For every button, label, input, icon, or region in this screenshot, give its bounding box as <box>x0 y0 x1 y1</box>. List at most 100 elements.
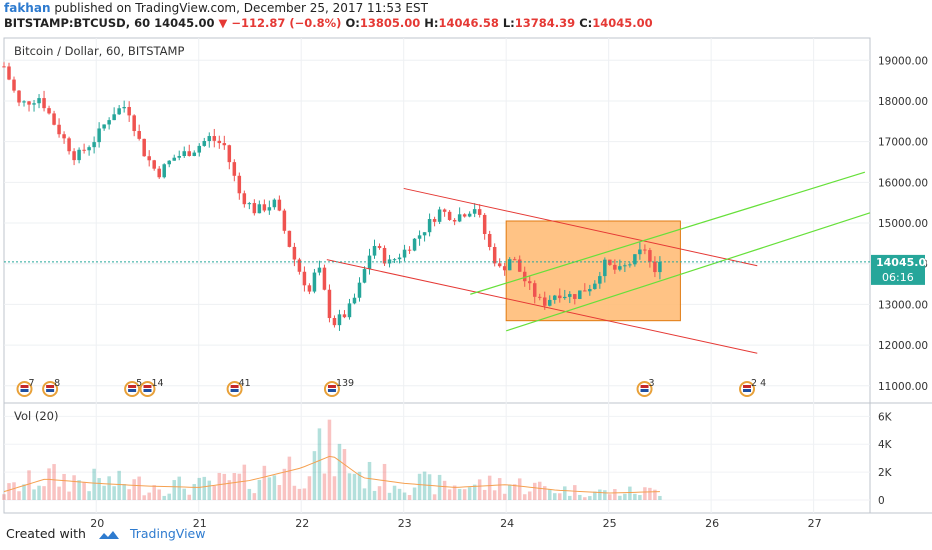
volume-bar <box>47 468 51 500</box>
event-flag-icon[interactable]: 2 4 <box>739 378 766 397</box>
volume-bar <box>112 486 116 500</box>
candle-body <box>312 272 317 292</box>
price-tick-label: 17000.00 <box>878 137 928 149</box>
event-flag-icon[interactable]: 8 <box>42 378 60 397</box>
event-count-label: 5 <box>136 378 142 389</box>
volume-bar <box>182 488 187 500</box>
candle-body <box>282 210 287 231</box>
volume-bar <box>437 474 442 500</box>
candle-body <box>142 138 146 157</box>
volume-bar <box>192 484 197 500</box>
event-flag-stripe <box>128 389 137 392</box>
volume-bar <box>412 487 417 500</box>
candle-body <box>127 106 131 116</box>
event-count-label: 41 <box>239 378 251 389</box>
author-link[interactable]: fakhan <box>4 1 51 15</box>
volume-bar <box>658 495 662 500</box>
volume-bar <box>277 485 282 500</box>
candle-body <box>152 160 156 169</box>
volume-bar <box>643 487 647 500</box>
candle-body <box>382 247 387 264</box>
trend-lines[interactable] <box>4 171 871 354</box>
candle-body <box>217 140 222 144</box>
volume-bar <box>117 470 121 500</box>
volume-title: Vol (20) <box>14 409 58 423</box>
volume-bar <box>397 488 402 500</box>
volume-bar <box>232 473 237 500</box>
volume-bar <box>317 428 322 500</box>
volume-bar <box>197 477 202 500</box>
volume-bar <box>618 495 622 500</box>
candle-body <box>633 254 637 265</box>
candle-body <box>242 193 247 205</box>
candle-body <box>272 199 277 208</box>
event-flag-icon[interactable]: 5 <box>124 378 142 397</box>
volume-bar <box>327 419 332 500</box>
volume-bar <box>157 489 161 500</box>
volume-bar <box>497 478 502 500</box>
volume-ma-line <box>3 455 660 494</box>
event-flag-icon[interactable]: 3 <box>636 378 655 397</box>
volume-bar <box>42 486 46 500</box>
candle-body <box>167 160 171 165</box>
green-channel-line <box>505 212 871 332</box>
volume-bar <box>122 484 126 500</box>
event-flag-icon[interactable]: 7 <box>16 378 35 397</box>
candle-body <box>352 297 357 304</box>
volume-bar <box>102 485 106 500</box>
volume-bar <box>332 476 337 500</box>
candle-body <box>137 131 141 139</box>
candle-body <box>57 124 61 135</box>
volume-bar <box>472 484 477 500</box>
candle-body <box>412 238 417 251</box>
candle-body <box>317 267 322 273</box>
candle-body <box>402 249 407 258</box>
candle-body <box>247 203 252 205</box>
price-tick-label: 12000.00 <box>878 340 928 352</box>
volume-bars <box>2 419 662 500</box>
event-flag-icon[interactable]: 139 <box>323 378 354 397</box>
candle-body <box>648 250 652 262</box>
candle-body <box>277 199 282 211</box>
candle-body <box>558 295 562 299</box>
volume-bar <box>507 484 512 500</box>
volume-bar <box>262 465 267 500</box>
candle-body <box>192 152 197 156</box>
volume-bar <box>137 476 141 500</box>
candle-body <box>337 314 342 326</box>
candle-body <box>322 267 327 290</box>
volume-bar <box>372 490 377 500</box>
volume-bar <box>252 493 257 500</box>
volume-bar <box>367 461 372 500</box>
event-flag-stripe <box>128 385 137 388</box>
event-flag-icon[interactable]: 14 <box>139 378 164 397</box>
volume-bar <box>187 494 192 500</box>
volume-bar <box>287 456 292 500</box>
tradingview-brand-link[interactable]: TradingView <box>129 526 206 541</box>
candle-body <box>267 207 272 211</box>
event-markers[interactable]: 7 8 5 14 41 139 3 2 4 <box>16 378 766 397</box>
volume-bar <box>532 482 537 500</box>
event-flag-stripe <box>230 385 239 388</box>
candle-body <box>357 282 362 298</box>
volume-bar <box>202 476 207 500</box>
candle-body <box>362 269 367 283</box>
candle-body <box>292 246 297 260</box>
volume-bar <box>522 494 527 500</box>
event-flag-stripe <box>743 389 752 392</box>
candle-body <box>2 66 6 68</box>
candle-body <box>618 266 622 270</box>
volume-bar <box>22 484 26 500</box>
candle-body <box>422 232 427 236</box>
green-channel-line <box>470 171 866 295</box>
candle-body <box>37 98 41 104</box>
candle-body <box>462 214 467 217</box>
candle-body <box>92 142 96 148</box>
volume-bar <box>57 486 61 500</box>
volume-bar <box>387 492 392 500</box>
candle-body <box>212 136 217 141</box>
volume-bar <box>527 491 532 500</box>
candle-body <box>257 204 262 214</box>
event-flag-icon[interactable]: 41 <box>226 378 251 397</box>
